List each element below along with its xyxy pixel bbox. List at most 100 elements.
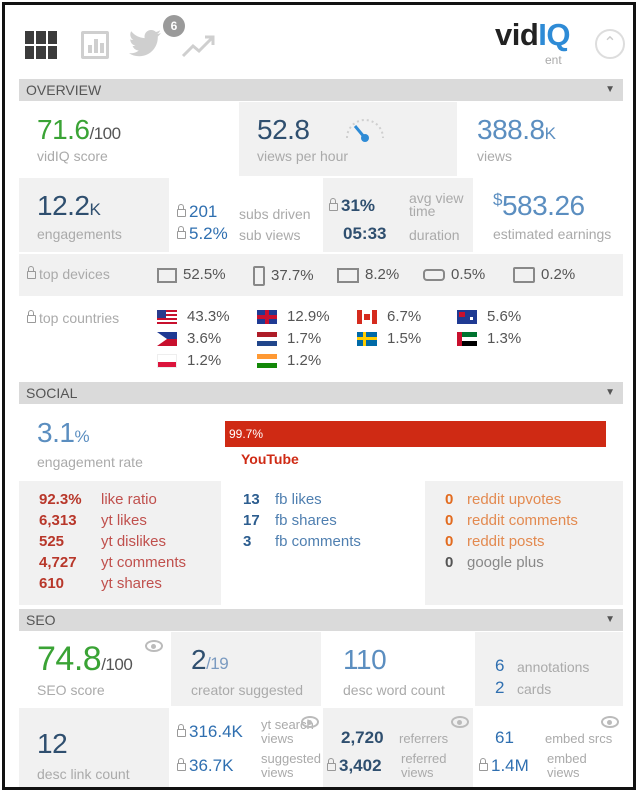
seo-score-value: 74.8: [37, 640, 102, 678]
twitter-icon[interactable]: [127, 29, 163, 59]
bar-chart-icon[interactable]: [81, 31, 109, 59]
ca-flag-icon: [357, 310, 377, 325]
grid-view-icon[interactable]: [25, 31, 57, 59]
facebook-stats-cell: 13 fb likes 17 fb shares 3 fb comments: [223, 481, 423, 605]
desc-link-count-cell: 12 desc link count: [19, 708, 169, 787]
chevron-up-icon: ⌃: [603, 35, 617, 52]
subs-cell: 201 subs driven 5.2% sub views: [171, 178, 321, 252]
collapse-triangle-icon[interactable]: ▼: [605, 84, 615, 95]
in-flag-icon: [257, 354, 277, 369]
seo-score-cell: 74.8/100 SEO score: [19, 632, 169, 706]
notification-badge: 6: [163, 15, 185, 37]
desktop-icon: [157, 267, 177, 283]
mobile-icon: [253, 266, 265, 286]
visibility-icon[interactable]: [301, 716, 319, 728]
top-devices-label: top devices: [39, 266, 110, 282]
earnings-cell: $583.26 estimated earnings: [475, 178, 623, 252]
country-uk: 12.9%: [257, 308, 330, 325]
stat-number: 0: [445, 533, 454, 550]
stat-label: reddit upvotes: [467, 491, 562, 508]
annotations-value: 6: [495, 656, 505, 675]
top-devices-row: top devices 52.5% 37.7% 8.2% 0.5% 0.2%: [19, 254, 623, 296]
country-ae: 1.3%: [457, 330, 521, 347]
visibility-icon[interactable]: [601, 716, 619, 728]
engagements-value: 12.2: [37, 190, 90, 221]
views-per-hour-cell: 52.8 views per hour: [239, 102, 457, 176]
creator-suggested-label: creator suggested: [191, 682, 304, 698]
device-desktop: 52.5%: [157, 266, 226, 283]
overview-section-header[interactable]: OVERVIEW ▼: [19, 79, 623, 101]
us-flag-icon: [157, 310, 177, 325]
engagements-cell: 12.2K engagements: [19, 178, 169, 252]
avg-view-time-value: 31%: [341, 196, 376, 215]
stat-label: yt dislikes: [101, 533, 167, 550]
suggested-views-value: 36.7K: [189, 756, 234, 775]
collapse-triangle-icon[interactable]: ▼: [605, 387, 615, 398]
tablet-icon: [513, 267, 535, 284]
top-toolbar: 6 vidIQ ent ⌃: [5, 5, 633, 77]
se-flag-icon: [357, 332, 377, 347]
stat-number: 17: [243, 512, 260, 529]
sub-views-value: 5.2%: [189, 224, 228, 243]
embed-srcs-label: embed srcs: [545, 731, 613, 746]
yt-search-views-value: 316.4K: [189, 722, 243, 741]
stat-label: fb shares: [275, 512, 337, 529]
embed-views-value: 1.4M: [491, 756, 529, 775]
country-pl: 1.2%: [157, 352, 221, 369]
speedometer-icon: [346, 119, 384, 142]
cards-label: cards: [517, 681, 552, 697]
collapse-triangle-icon[interactable]: ▼: [605, 614, 615, 625]
seo-section-header[interactable]: SEO ▼: [19, 609, 623, 631]
referrers-cell: 2,720 referrers 3,402 referred views: [323, 708, 473, 787]
stat-number: 0: [445, 491, 454, 508]
stat-label: yt shares: [101, 575, 162, 592]
avg-view-label-2: time: [409, 203, 436, 219]
engagement-rate-value: 3.1: [37, 417, 75, 448]
youtube-share-label: YouTube: [241, 451, 299, 467]
device-console: 0.5%: [423, 266, 485, 283]
au-flag-icon: [457, 310, 477, 325]
annotations-label: annotations: [517, 659, 590, 675]
social-section-header[interactable]: SOCIAL ▼: [19, 382, 623, 404]
logo-subtitle: ent: [545, 53, 562, 67]
stat-label: reddit comments: [467, 512, 578, 529]
creator-suggested-cell: 2/19 creator suggested: [171, 632, 321, 706]
embed-srcs-value: 61: [495, 728, 514, 747]
ph-flag-icon: [157, 332, 177, 347]
stat-number: 3: [243, 533, 252, 550]
device-tablet: 0.2%: [513, 266, 575, 284]
stat-label: reddit posts: [467, 533, 545, 550]
engagements-label: engagements: [37, 226, 122, 242]
stat-label: yt likes: [101, 512, 147, 529]
vidiq-score-cell: 71.6/100 vidIQ score: [19, 102, 237, 176]
desc-word-count-value: 110: [343, 644, 387, 675]
cards-value: 2: [495, 678, 505, 697]
views-cell: 388.8K views: [459, 102, 623, 176]
stat-label: like ratio: [101, 491, 157, 508]
stat-label: fb comments: [275, 533, 361, 550]
vidiq-score-value: 71.6: [37, 114, 90, 145]
stat-number: 6,313: [39, 512, 77, 529]
stat-number: 0: [445, 554, 454, 571]
trending-icon[interactable]: [181, 33, 219, 59]
collapse-button[interactable]: ⌃: [595, 29, 625, 59]
device-tv: 8.2%: [337, 266, 399, 283]
youtube-share-bar: 99.7%: [225, 421, 606, 447]
avg-view-label-1: avg view: [409, 190, 464, 206]
country-ca: 6.7%: [357, 308, 421, 325]
country-in: 1.2%: [257, 352, 321, 369]
tv-icon: [337, 267, 359, 283]
views-per-hour-value: 52.8: [257, 114, 310, 145]
duration-label: duration: [409, 227, 460, 243]
visibility-icon[interactable]: [145, 640, 163, 652]
nl-flag-icon: [257, 332, 277, 347]
pl-flag-icon: [157, 354, 177, 369]
desc-link-count-value: 12: [37, 728, 68, 759]
uk-flag-icon: [257, 310, 277, 325]
earnings-label: estimated earnings: [493, 226, 612, 242]
visibility-icon[interactable]: [451, 716, 469, 728]
desc-word-count-cell: 110 desc word count: [323, 632, 473, 706]
views-label: views: [477, 148, 513, 164]
stat-number: 610: [39, 575, 65, 592]
